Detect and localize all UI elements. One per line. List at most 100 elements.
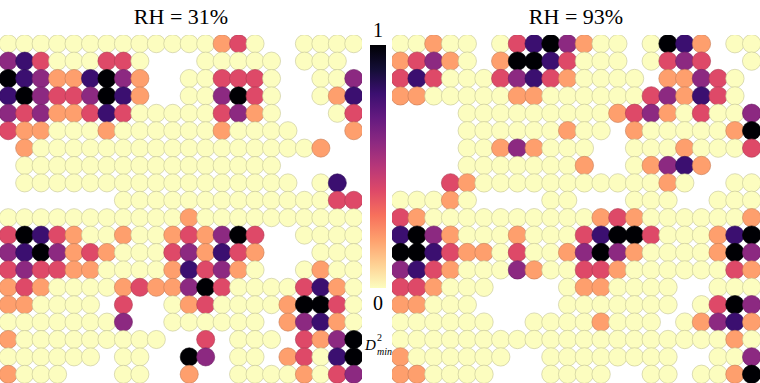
particle bbox=[425, 365, 443, 383]
particle bbox=[213, 191, 231, 209]
particle bbox=[197, 261, 215, 279]
particle bbox=[458, 261, 476, 279]
particle bbox=[295, 191, 313, 209]
particle bbox=[625, 122, 643, 140]
particle bbox=[49, 139, 67, 157]
particle bbox=[114, 156, 132, 174]
particle bbox=[642, 156, 660, 174]
particle bbox=[542, 35, 560, 53]
particle bbox=[16, 174, 34, 192]
particle bbox=[525, 35, 543, 53]
particle bbox=[709, 209, 727, 227]
particle bbox=[180, 69, 198, 87]
particle bbox=[131, 104, 149, 122]
particle bbox=[32, 87, 50, 105]
particle bbox=[441, 313, 459, 331]
particle bbox=[492, 261, 510, 279]
particle bbox=[246, 261, 264, 279]
particle bbox=[49, 104, 67, 122]
particle bbox=[16, 35, 34, 53]
particle bbox=[642, 87, 660, 105]
particle bbox=[279, 209, 297, 227]
particle bbox=[492, 139, 510, 157]
particle bbox=[726, 330, 744, 348]
particle bbox=[114, 365, 132, 383]
particle bbox=[692, 122, 710, 140]
particle bbox=[131, 156, 149, 174]
particle bbox=[392, 313, 410, 331]
particle bbox=[592, 330, 610, 348]
particle bbox=[0, 122, 17, 140]
particle bbox=[441, 52, 459, 70]
particle bbox=[246, 52, 264, 70]
particle bbox=[49, 261, 67, 279]
particle bbox=[230, 122, 248, 140]
particle bbox=[16, 278, 34, 296]
particle bbox=[131, 330, 149, 348]
particle bbox=[492, 209, 510, 227]
particle bbox=[0, 313, 17, 331]
particle bbox=[575, 87, 593, 105]
particle bbox=[592, 52, 610, 70]
particle bbox=[49, 87, 67, 105]
particle bbox=[425, 35, 443, 53]
particle bbox=[575, 104, 593, 122]
particle bbox=[458, 348, 476, 366]
particle bbox=[558, 191, 576, 209]
particle bbox=[558, 330, 576, 348]
particle bbox=[592, 278, 610, 296]
particle bbox=[726, 243, 744, 261]
particle bbox=[542, 87, 560, 105]
particle bbox=[709, 313, 727, 331]
particle bbox=[0, 296, 17, 314]
particle bbox=[475, 69, 493, 87]
particle bbox=[408, 261, 426, 279]
particle bbox=[49, 52, 67, 70]
particle bbox=[65, 87, 83, 105]
particle bbox=[575, 243, 593, 261]
particle bbox=[408, 226, 426, 244]
particle bbox=[492, 104, 510, 122]
particle bbox=[246, 87, 264, 105]
particle bbox=[458, 209, 476, 227]
particle bbox=[98, 330, 116, 348]
particle bbox=[458, 87, 476, 105]
particle bbox=[475, 348, 493, 366]
particle bbox=[592, 313, 610, 331]
particle bbox=[16, 156, 34, 174]
particle bbox=[16, 209, 34, 227]
particle bbox=[742, 122, 760, 140]
particle bbox=[197, 139, 215, 157]
particle bbox=[328, 261, 346, 279]
particle bbox=[458, 296, 476, 314]
particle bbox=[98, 278, 116, 296]
particle bbox=[742, 139, 760, 157]
particle bbox=[642, 35, 660, 53]
particle bbox=[345, 261, 362, 279]
particle bbox=[131, 278, 149, 296]
particle bbox=[642, 243, 660, 261]
particle bbox=[692, 296, 710, 314]
particle bbox=[508, 174, 526, 192]
particles bbox=[392, 35, 760, 383]
particle bbox=[659, 348, 677, 366]
particle bbox=[180, 174, 198, 192]
particle bbox=[525, 330, 543, 348]
particle bbox=[197, 122, 215, 140]
particle bbox=[492, 156, 510, 174]
particle bbox=[246, 365, 264, 383]
particle bbox=[575, 52, 593, 70]
particle bbox=[642, 261, 660, 279]
particle bbox=[131, 243, 149, 261]
particle bbox=[542, 174, 560, 192]
particle bbox=[659, 278, 677, 296]
particle bbox=[65, 69, 83, 87]
particle bbox=[726, 35, 744, 53]
particle bbox=[295, 52, 313, 70]
particle bbox=[425, 313, 443, 331]
particle bbox=[408, 296, 426, 314]
particle bbox=[213, 226, 231, 244]
particle bbox=[542, 243, 560, 261]
particle bbox=[246, 174, 264, 192]
particle bbox=[345, 104, 362, 122]
